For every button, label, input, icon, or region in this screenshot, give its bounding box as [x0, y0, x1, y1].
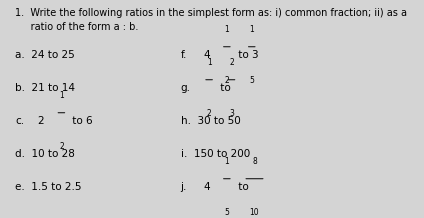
- Text: 2: 2: [38, 116, 44, 126]
- Text: j.: j.: [181, 182, 187, 192]
- Text: 2: 2: [229, 58, 234, 67]
- Text: to 6: to 6: [69, 116, 93, 126]
- Text: 4: 4: [203, 50, 209, 60]
- Text: b.  21 to 14: b. 21 to 14: [15, 83, 75, 93]
- Text: to 3: to 3: [234, 50, 258, 60]
- Text: to: to: [217, 83, 234, 93]
- Text: to: to: [234, 182, 252, 192]
- Text: 4: 4: [203, 182, 209, 192]
- Text: 3: 3: [229, 109, 234, 118]
- Text: e.  1.5 to 2.5: e. 1.5 to 2.5: [15, 182, 82, 192]
- Text: 1: 1: [224, 25, 229, 34]
- Text: g.: g.: [181, 83, 191, 93]
- Text: 10: 10: [250, 208, 259, 217]
- Text: 2: 2: [224, 76, 229, 85]
- Text: 1: 1: [59, 91, 64, 100]
- Text: a.  24 to 25: a. 24 to 25: [15, 50, 75, 60]
- Text: 1: 1: [207, 58, 212, 67]
- Text: c.: c.: [15, 116, 24, 126]
- Text: i.  150 to 200: i. 150 to 200: [181, 149, 250, 159]
- Text: 5: 5: [249, 76, 254, 85]
- Text: f.: f.: [181, 50, 187, 60]
- Text: h.  30 to 50: h. 30 to 50: [181, 116, 240, 126]
- Text: d.  10 to 28: d. 10 to 28: [15, 149, 75, 159]
- Text: 1: 1: [224, 157, 229, 166]
- Text: 2: 2: [59, 142, 64, 151]
- Text: 8: 8: [252, 157, 257, 166]
- Text: 2: 2: [207, 109, 212, 118]
- Text: 5: 5: [224, 208, 229, 217]
- Text: 1.  Write the following ratios in the simplest form as: i) common fraction; ii) : 1. Write the following ratios in the sim…: [15, 8, 407, 18]
- Text: 1: 1: [249, 25, 254, 34]
- Text: ratio of the form a : b.: ratio of the form a : b.: [15, 22, 139, 32]
